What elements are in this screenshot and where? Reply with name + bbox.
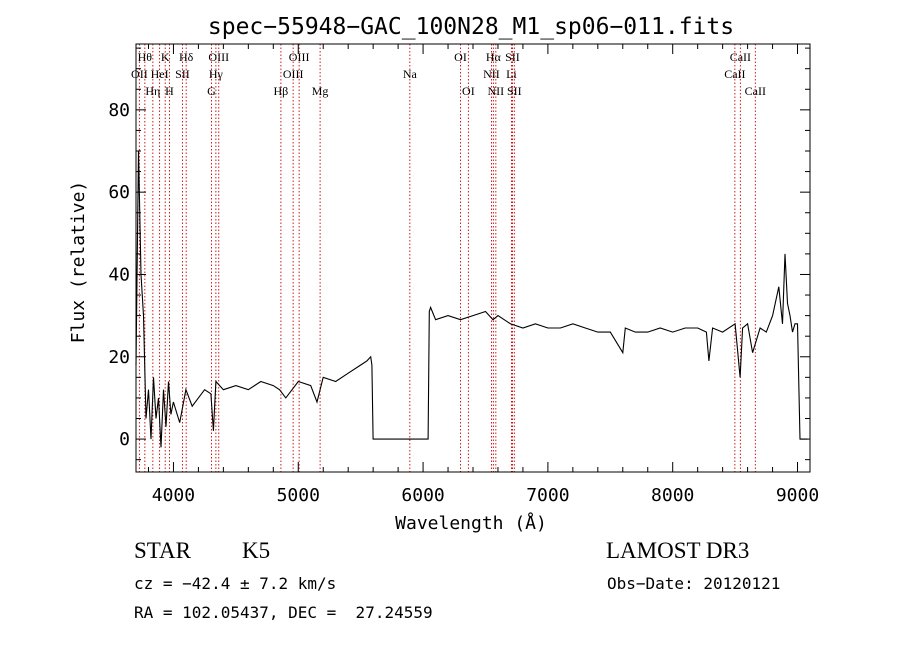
line-label-10: OIII — [208, 50, 229, 64]
line-label-14: Mg — [312, 84, 329, 98]
redshift-readout: cz = −42.4 ± 7.2 km/s — [134, 574, 337, 593]
line-label-2: Hη — [145, 84, 160, 98]
line-label-22: SII — [505, 50, 520, 64]
line-label-11: Hβ — [274, 84, 289, 98]
chart-title: spec−55948−GAC_100N28_M1_sp06−011.fits — [208, 14, 734, 40]
line-label-24: CaII — [724, 67, 745, 81]
x-tick-label-8000: 8000 — [651, 485, 694, 506]
line-label-3: HeI — [151, 67, 169, 81]
line-label-6: SII — [175, 67, 190, 81]
line-label-20: NII — [488, 84, 505, 98]
y-axis-ticks: 0 20 40 60 80 — [108, 47, 810, 461]
y-tick-label-40: 40 — [108, 264, 130, 285]
x-tick-label-6000: 6000 — [401, 485, 444, 506]
y-axis-label: Flux (relative) — [68, 181, 89, 344]
line-label-25: CaII — [730, 50, 751, 64]
line-label-15: Na — [403, 67, 418, 81]
y-tick-label-0: 0 — [119, 429, 130, 450]
line-label-4: K — [161, 50, 170, 64]
x-axis-label: Wavelength (Å) — [395, 512, 547, 534]
line-label-9: Hγ — [209, 67, 224, 81]
spectral-line-markers — [138, 44, 756, 472]
y-tick-label-20: 20 — [108, 347, 130, 368]
line-label-18: NII — [483, 67, 500, 81]
x-axis-ticks: 4000 5000 6000 7000 8000 9000 — [147, 44, 819, 506]
observation-date: Obs−Date: 20120121 — [607, 574, 781, 593]
y-tick-label-60: 60 — [108, 182, 130, 203]
x-tick-label-7000: 7000 — [526, 485, 569, 506]
line-label-19: Hα — [486, 50, 502, 64]
line-label-16: OI — [454, 50, 467, 64]
line-label-23: SII — [507, 84, 522, 98]
y-tick-label-80: 80 — [108, 100, 130, 121]
line-label-7: Hδ — [179, 50, 194, 64]
x-tick-label-9000: 9000 — [776, 485, 819, 506]
line-label-1: Hθ — [138, 50, 153, 64]
x-tick-label-4000: 4000 — [152, 485, 195, 506]
plot-frame — [135, 43, 811, 473]
coordinates-readout: RA = 102.05437, DEC = 27.24559 — [134, 603, 433, 622]
line-label-26: CaII — [745, 84, 766, 98]
x-tick-label-5000: 5000 — [277, 485, 320, 506]
line-label-17: OI — [462, 84, 475, 98]
line-label-12: OIII — [283, 67, 304, 81]
survey-name: LAMOST DR3 — [606, 538, 750, 563]
spectral-line-labels: OIIHθHηHeIKHSIIHδGHγOIIIHβOIIIOIIIMgNaOI… — [131, 50, 766, 98]
flux-series-line — [135, 150, 808, 448]
line-label-13: OIII — [289, 50, 310, 64]
line-label-8: G — [207, 84, 216, 98]
object-subclass: K5 — [242, 538, 271, 563]
object-type: STAR — [134, 538, 191, 563]
line-label-21: Li — [506, 67, 517, 81]
line-label-5: H — [165, 84, 174, 98]
line-label-0: OII — [131, 67, 148, 81]
